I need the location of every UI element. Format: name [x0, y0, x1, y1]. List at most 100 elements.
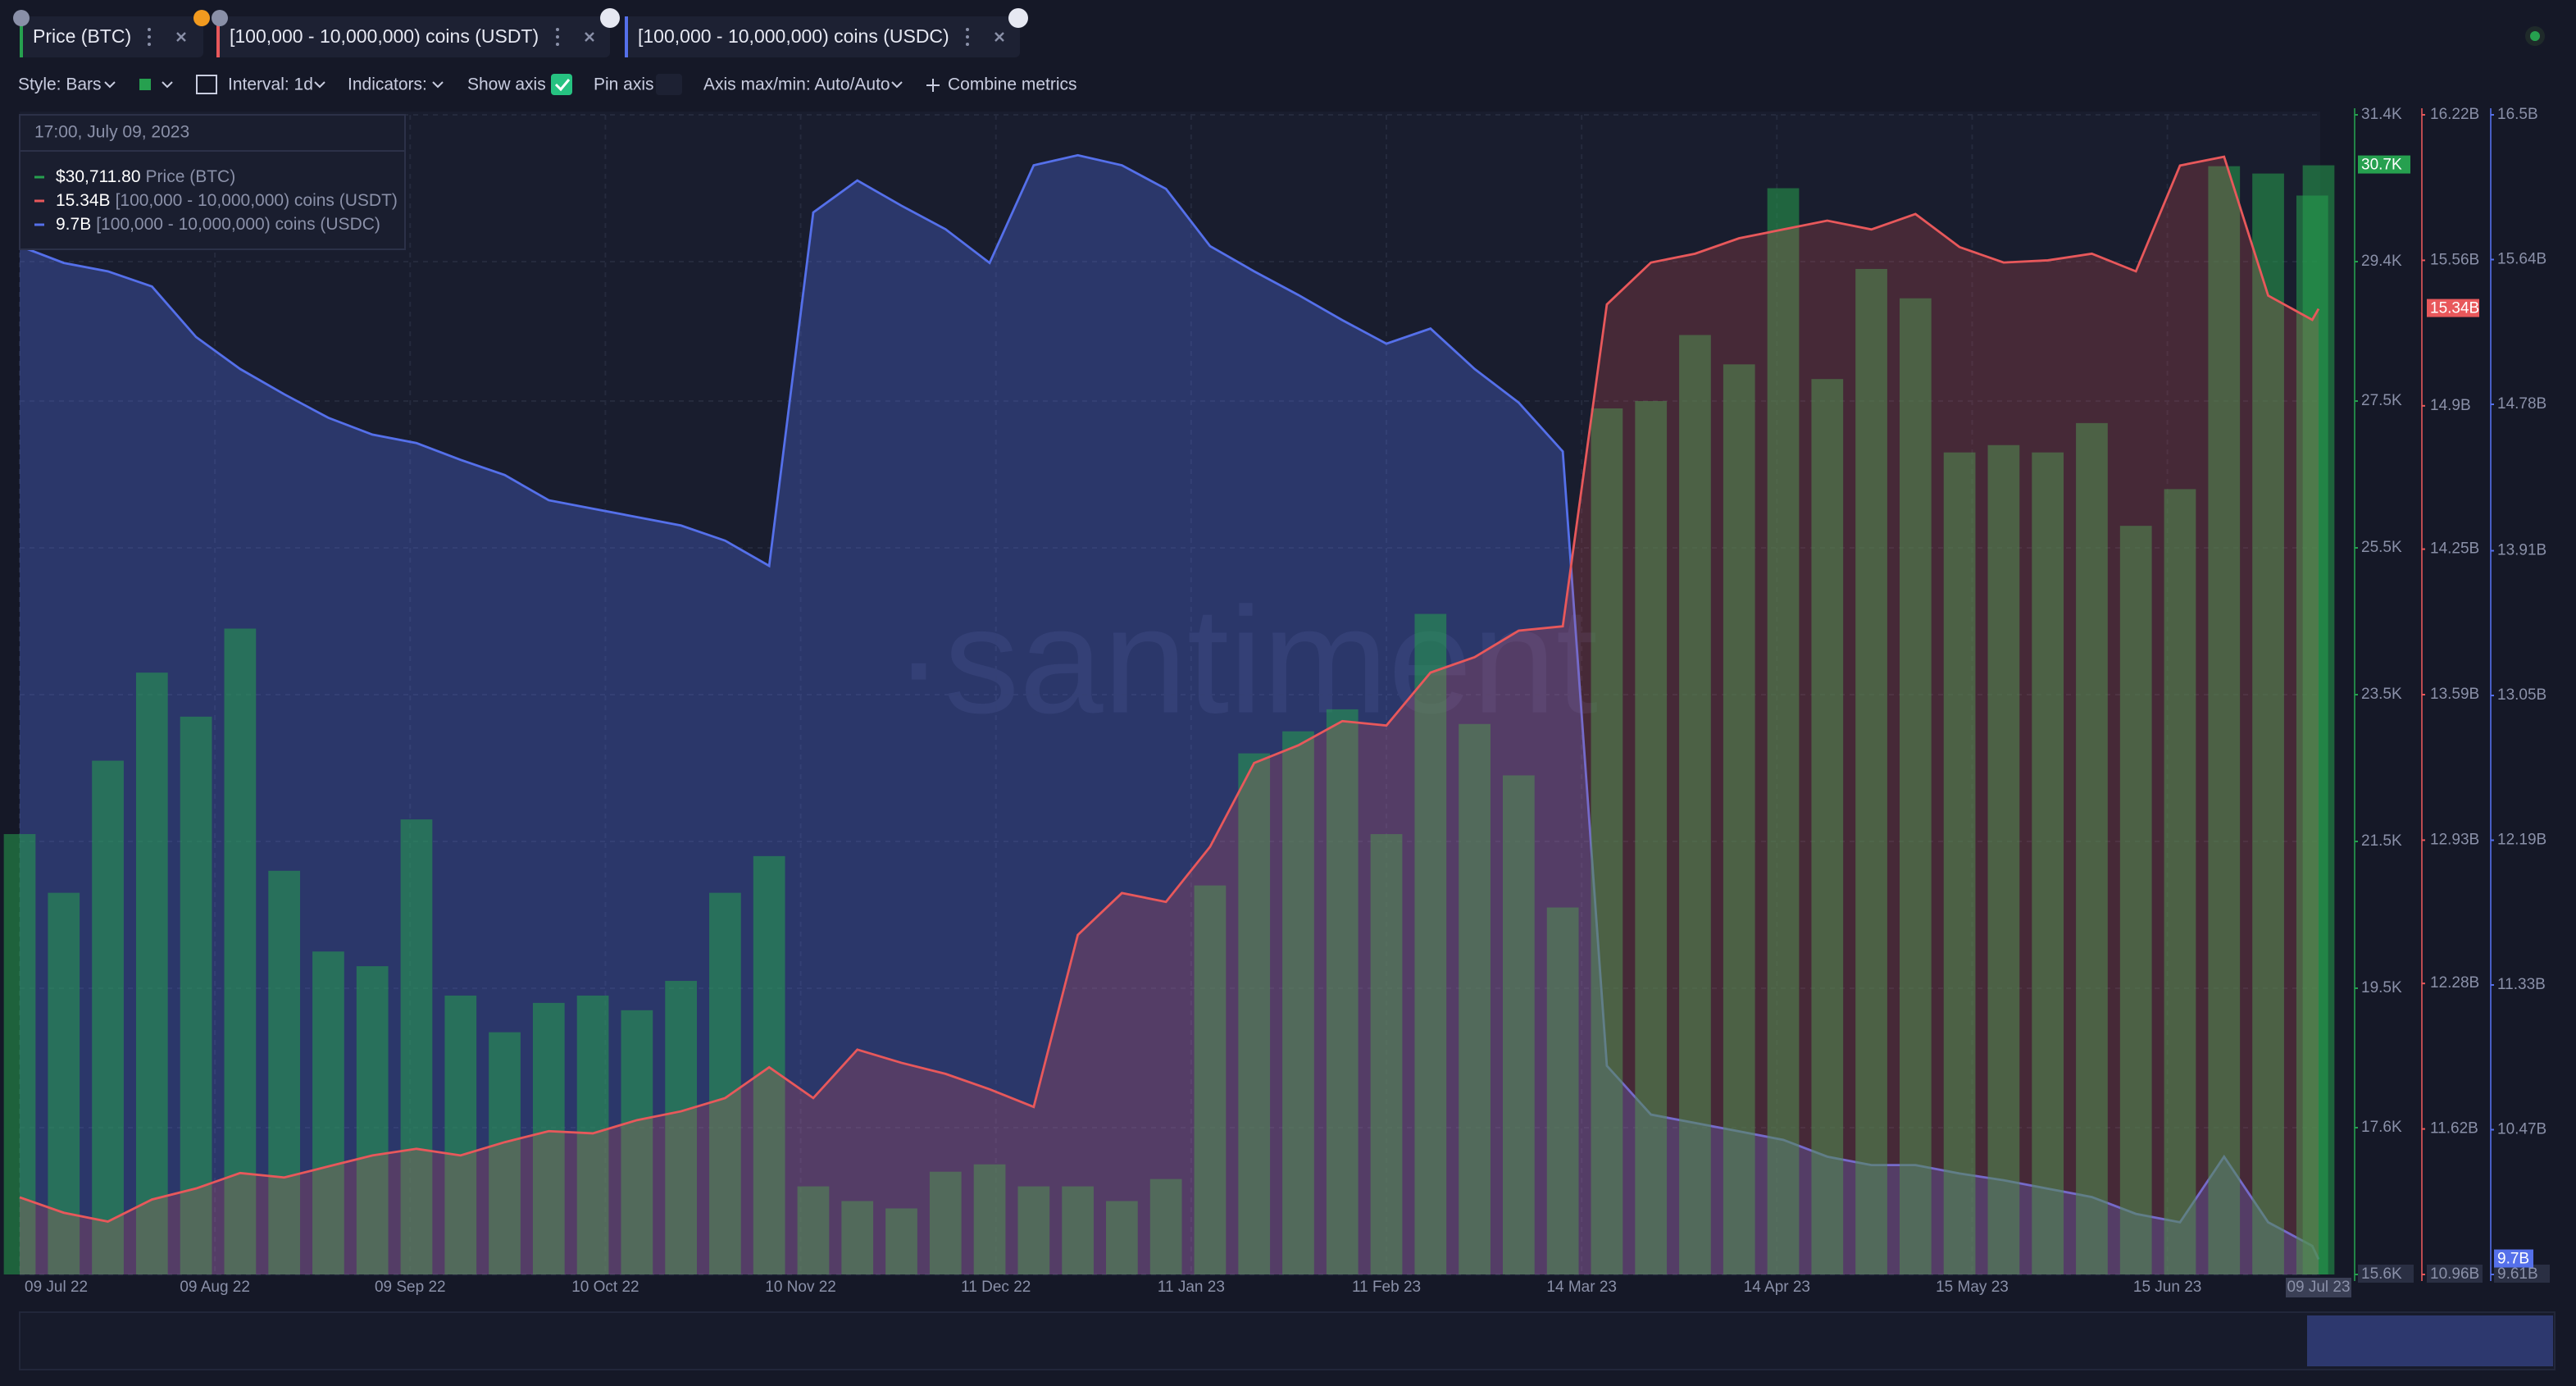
bar: [268, 870, 301, 1274]
bar: [1326, 709, 1359, 1274]
bar: [400, 819, 433, 1274]
y-tick-label: 10.47B: [2497, 1121, 2546, 1138]
pin-axis-toggle[interactable]: [656, 74, 682, 95]
eth-icon: [1008, 8, 1028, 28]
bar: [312, 951, 344, 1274]
tick-box: [2358, 1265, 2414, 1283]
toolbar: Style: Bars Interval: 1d Indicators: Sho…: [18, 74, 1077, 95]
indicators-select[interactable]: Indicators:: [348, 75, 427, 94]
bar: [1723, 364, 1755, 1275]
tab-color: [625, 16, 628, 57]
line: [19, 155, 2320, 1223]
navigator-window[interactable]: [2307, 1315, 2553, 1366]
x-tick-label: 09 Sep 22: [375, 1279, 446, 1296]
bar: [2119, 526, 2152, 1274]
bar: [224, 628, 257, 1274]
x-tick-label: 10 Nov 22: [765, 1279, 836, 1296]
bar: [180, 716, 212, 1274]
tab[interactable]: [625, 16, 1020, 57]
y-tick-label: 15.6K: [2361, 1265, 2402, 1283]
bar: [1899, 298, 1932, 1275]
y-tick-label: 15.64B: [2497, 251, 2546, 268]
last-value-badge: [2494, 1249, 2533, 1268]
tooltip-value: 15.34B: [56, 191, 111, 210]
tab-color: [216, 16, 220, 57]
tick-box: [2494, 1265, 2550, 1283]
bar: [1062, 1186, 1094, 1274]
tooltip-row: $30,711.80 Price (BTC): [56, 167, 235, 186]
bar: [885, 1208, 917, 1274]
bar: [92, 760, 124, 1274]
bar: [2252, 173, 2284, 1274]
interval-select[interactable]: Interval: 1d: [228, 75, 313, 94]
tooltip-value: $30,711.80: [56, 167, 141, 186]
tab-close-icons: [176, 32, 1004, 42]
y-tick-label: 31.4K: [2361, 106, 2402, 123]
y-tick-label: 13.91B: [2497, 542, 2546, 559]
last-value-badge: [2358, 155, 2410, 174]
show-axis-checkbox[interactable]: [551, 74, 572, 95]
bar: [665, 981, 697, 1274]
tab[interactable]: [20, 16, 203, 57]
y-tick-label: 11.33B: [2497, 976, 2546, 993]
bar: [48, 892, 80, 1274]
y-tick-label: 13.59B: [2430, 686, 2479, 703]
bar: [444, 995, 477, 1274]
x-tick-label: 11 Dec 22: [961, 1279, 1031, 1296]
axis-minmax-select[interactable]: Axis max/min: Auto/Auto: [703, 75, 890, 94]
x-tick-highlight: [2286, 1278, 2351, 1297]
y-tick-label: 14.78B: [2497, 395, 2546, 413]
y-tick-label: 13.05B: [2497, 686, 2546, 704]
combine-metrics-button[interactable]: Combine metrics: [948, 75, 1077, 94]
plus-icon: [926, 79, 940, 92]
y-tick-label: 12.19B: [2497, 832, 2546, 849]
y-tick-label: 12.93B: [2430, 831, 2479, 848]
tab-color: [20, 16, 23, 57]
tab-label: Price (BTC): [33, 25, 131, 47]
x-tick-label: 15 May 23: [1936, 1279, 2009, 1296]
bar: [1194, 885, 1227, 1274]
bar: [489, 1032, 521, 1274]
bar: [1767, 188, 1800, 1275]
bar: [797, 1186, 830, 1274]
y-tick-label: 17.6K: [2361, 1119, 2402, 1136]
y-tick-label: 14.9B: [2430, 397, 2471, 414]
last-value-label: 30.7K: [2361, 157, 2402, 174]
bar: [709, 892, 741, 1274]
status-dot-inner: [2530, 31, 2540, 41]
bar: [929, 1171, 962, 1274]
x-tick-label: 09 Aug 22: [180, 1279, 250, 1296]
bar: [2302, 165, 2335, 1274]
bar: [753, 855, 785, 1274]
pin-axis-label: Pin axis: [594, 75, 654, 94]
bar: [2032, 452, 2064, 1274]
bar: [135, 672, 168, 1274]
bar: [1149, 1179, 1182, 1274]
watermark: ·santiment: [894, 576, 1598, 745]
bar: [1459, 723, 1491, 1274]
y-tick-label: 16.5B: [2497, 106, 2538, 123]
bar: [1811, 379, 1844, 1274]
bar-series: [3, 165, 2335, 1275]
navigator[interactable]: [19, 1311, 2556, 1370]
btc-icon: [193, 10, 210, 26]
tooltip-title: 17:00, July 09, 2023: [34, 123, 189, 142]
bar: [1106, 1201, 1138, 1274]
style-select[interactable]: Style: Bars: [18, 75, 102, 94]
bar: [2164, 489, 2196, 1274]
bar: [1017, 1186, 1050, 1274]
eth-icon: [600, 8, 620, 28]
x-tick-label: 14 Mar 23: [1546, 1279, 1617, 1296]
bar: [2076, 422, 2108, 1274]
bar: [1679, 335, 1711, 1275]
tooltip-row: 9.7B [100,000 - 10,000,000) coins (USDC): [56, 215, 380, 234]
tooltip-series-name: [100,000 - 10,000,000) coins (USDC): [96, 215, 380, 234]
tooltip: 17:00, July 09, 2023 $30,711.80 Price (BT…: [19, 114, 406, 250]
bar: [1546, 907, 1579, 1274]
tab[interactable]: [216, 16, 610, 57]
lock-icon: [13, 10, 30, 26]
color-select[interactable]: [139, 79, 151, 90]
tick-box: [2427, 1265, 2483, 1283]
y-tick-label: 11.62B: [2430, 1120, 2478, 1138]
x-tick-label: 11 Feb 23: [1352, 1279, 1421, 1296]
